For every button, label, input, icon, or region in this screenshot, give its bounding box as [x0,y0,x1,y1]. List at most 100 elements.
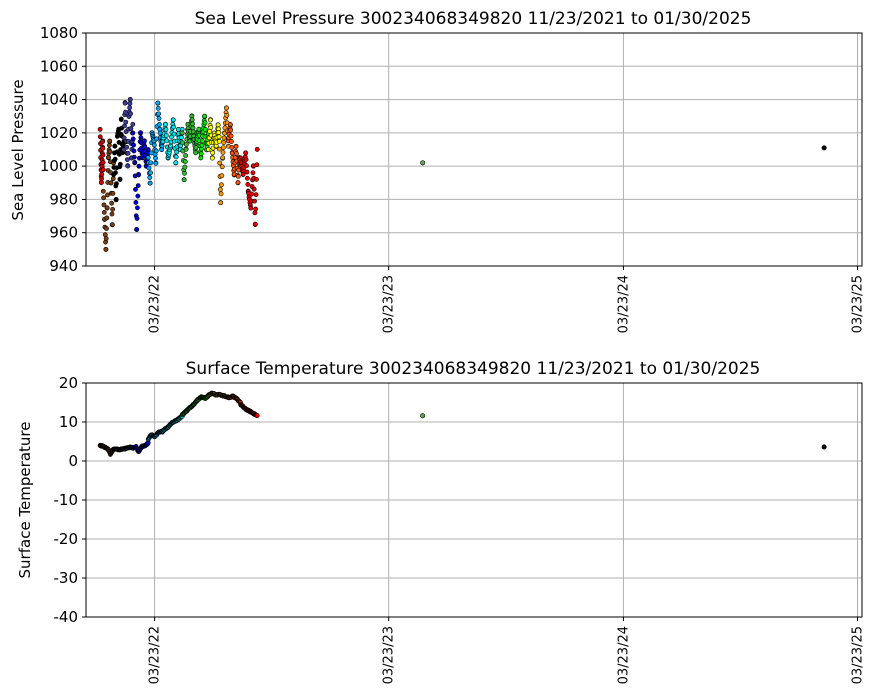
data-point [123,119,129,125]
data-point [163,127,169,133]
data-point [127,101,133,106]
chart-title: Surface Temperature 300234068349820 11/2… [186,359,761,379]
data-points [97,390,827,457]
axis-ticks: 940 960 980 1000 1020 1040 1060 1080 03/23/22 03/… [40,24,866,333]
data-point [130,130,136,136]
data-point [101,195,107,201]
grid [86,382,862,618]
data-point [229,145,235,150]
data-point [134,216,140,221]
data-point [121,135,127,141]
data-point [220,145,226,150]
data-point [216,130,222,135]
data-point [254,162,260,168]
data-point [248,205,254,211]
data-point [249,191,255,197]
data-point [217,160,223,166]
data-point [229,139,234,144]
data-point [182,159,188,164]
data-point [114,181,119,187]
data-point [156,121,162,127]
data-point [107,149,113,155]
y-tick-label: 10 [59,413,78,431]
data-point [153,155,158,161]
data-point [97,134,103,140]
data-segment [238,146,260,227]
data-point [183,146,189,152]
data-point [243,157,249,162]
isolated-data-point [420,160,426,166]
data-point [127,105,133,111]
data-point [245,182,251,187]
data-point [184,142,189,147]
data-point [244,169,250,175]
data-point [182,170,187,176]
data-point [138,130,143,136]
data-point [173,154,179,160]
data-point [100,145,106,151]
data-point [219,173,225,179]
data-point [234,151,239,156]
data-point [130,136,136,142]
data-point [244,163,249,169]
data-point [108,180,114,186]
data-point [196,126,202,132]
data-point [145,147,151,152]
data-point [147,175,153,180]
data-point [251,186,257,192]
data-point [193,150,199,156]
data-point [244,175,250,181]
isolated-data-point [821,444,827,450]
data-point [100,160,106,165]
data-point [171,124,177,130]
data-point [117,161,123,167]
data-point [254,146,260,152]
data-point [220,150,226,155]
data-point [100,139,106,144]
data-point [130,121,136,127]
data-point [193,145,199,150]
data-point [179,135,184,140]
data-point [153,148,159,154]
data-point [210,150,216,156]
data-point [148,170,153,176]
x-tick-label: 03/23/23 [382,275,397,333]
data-point [233,144,239,149]
data-point [216,134,222,140]
surface-temperature-panel: Surface Temperature 300234068349820 11/2… [16,359,866,684]
data-point [228,127,234,133]
data-point [103,236,109,241]
y-tick-label: 0 [68,452,78,470]
data-segment [206,390,222,398]
data-point [131,154,137,160]
x-tick-label: 03/23/22 [148,275,163,333]
data-point [215,122,221,128]
data-segment [225,122,243,186]
data-point [136,171,141,177]
data-point [198,151,204,157]
data-point [97,126,103,132]
data-point [179,130,185,136]
data-points [97,97,827,252]
data-point [221,135,227,141]
data-point [216,138,222,144]
data-point [171,131,177,137]
data-point [100,188,106,194]
y-tick-label: 20 [59,374,78,392]
data-point [190,121,195,127]
data-point [156,111,161,117]
data-point [190,125,196,131]
data-point [254,176,259,182]
data-point [110,191,116,196]
data-point [113,196,119,202]
data-point [112,156,118,162]
data-point [154,136,160,142]
plot-frame [85,32,863,267]
data-point [252,221,258,227]
y-tick-label: 980 [49,190,78,208]
data-point [198,155,204,161]
data-point [228,133,234,139]
data-segment [100,444,116,457]
data-segment [206,117,222,161]
